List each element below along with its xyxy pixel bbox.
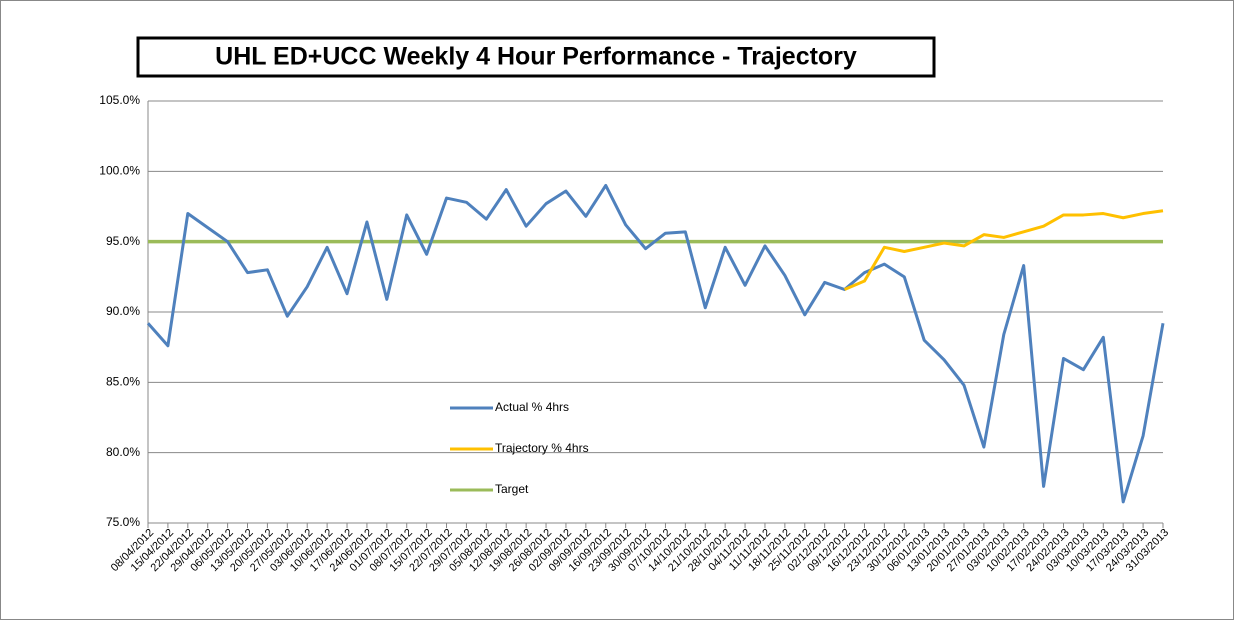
y-tick-label: 80.0%: [106, 445, 140, 459]
chart-title: UHL ED+UCC Weekly 4 Hour Performance - T…: [215, 43, 857, 71]
legend-label: Trajectory % 4hrs: [495, 441, 589, 455]
y-tick-label: 85.0%: [106, 375, 140, 389]
series-line: [843, 209, 1164, 291]
y-tick-label: 105.0%: [99, 93, 140, 107]
legend-label: Target: [495, 482, 529, 496]
y-tick-label: 90.0%: [106, 304, 140, 318]
legend-label: Actual % 4hrs: [495, 400, 569, 414]
y-tick-label: 75.0%: [106, 515, 140, 529]
series-line: [146, 183, 1165, 504]
y-tick-label: 100.0%: [99, 164, 140, 178]
title-box: [136, 36, 936, 78]
y-tick-label: 95.0%: [106, 234, 140, 248]
